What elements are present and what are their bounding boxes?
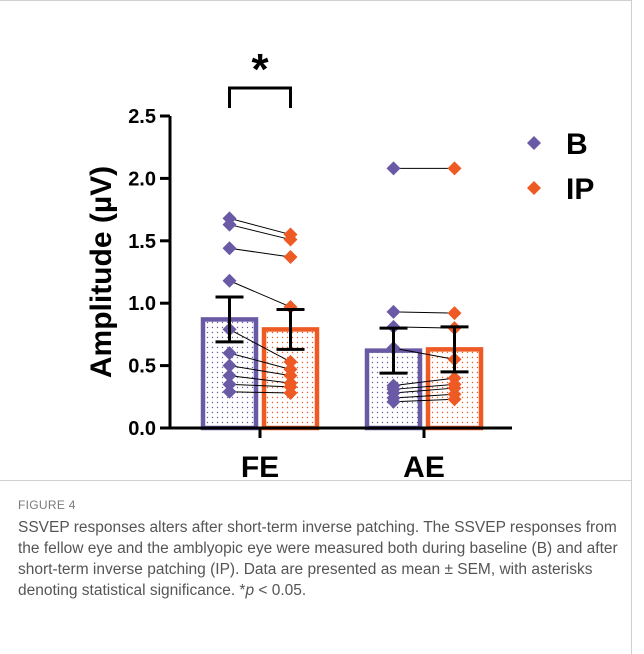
data-point bbox=[386, 161, 401, 176]
legend-label-b: B bbox=[566, 128, 588, 161]
data-point bbox=[283, 232, 298, 247]
legend-marker-ip bbox=[527, 181, 541, 195]
pair-line bbox=[229, 224, 291, 241]
error-bars bbox=[215, 295, 469, 375]
error-bar bbox=[379, 326, 408, 375]
pair-line bbox=[229, 375, 291, 384]
caption-divider bbox=[0, 480, 632, 481]
figure-label: FIGURE 4 bbox=[18, 498, 76, 512]
pair-line bbox=[229, 217, 291, 236]
y-tick-label: 0.5 bbox=[128, 356, 156, 378]
data-point bbox=[283, 368, 298, 383]
pair-line bbox=[393, 347, 455, 360]
pair-line bbox=[229, 247, 291, 258]
pair-line bbox=[393, 311, 455, 314]
data-point bbox=[222, 273, 237, 288]
legend-marker-b bbox=[527, 136, 541, 150]
data-point bbox=[447, 392, 462, 407]
data-point bbox=[222, 377, 237, 392]
pair-line bbox=[229, 328, 291, 363]
y-tick-label: 0.0 bbox=[128, 418, 156, 440]
data-point bbox=[222, 217, 237, 232]
data-point bbox=[222, 346, 237, 361]
caption-tail: < 0.05. bbox=[254, 582, 307, 599]
data-point bbox=[222, 368, 237, 383]
data-point bbox=[386, 394, 401, 409]
pair-line bbox=[229, 365, 291, 377]
pair-line bbox=[393, 387, 455, 394]
error-bar bbox=[215, 295, 244, 344]
data-point bbox=[447, 306, 462, 321]
pair-line bbox=[393, 377, 455, 387]
y-tick-label: 2.0 bbox=[128, 168, 156, 190]
data-point bbox=[386, 304, 401, 319]
x-tick-label: FE bbox=[241, 451, 279, 480]
y-axis: 0.0 0.5 1.0 1.5 2.0 2.5 bbox=[128, 106, 172, 440]
data-points bbox=[222, 161, 462, 409]
y-tick-label: 2.5 bbox=[128, 106, 156, 128]
legend: B IP bbox=[527, 128, 594, 206]
y-axis-label: Amplitude (µV) bbox=[85, 166, 118, 378]
significance-annotation: * bbox=[228, 45, 292, 108]
x-tick-label: AE bbox=[403, 451, 445, 480]
significance-asterisk: * bbox=[251, 45, 269, 94]
pair-line bbox=[229, 352, 291, 370]
error-bar bbox=[276, 307, 305, 351]
x-axis: FE AE bbox=[170, 426, 512, 480]
data-point bbox=[447, 161, 462, 176]
legend-label-ip: IP bbox=[566, 173, 594, 206]
pair-line bbox=[393, 393, 455, 399]
pair-line bbox=[393, 398, 455, 403]
bar-chart: 0.0 0.5 1.0 1.5 2.0 2.5 FE AE * B IP Amplitude … bbox=[85, 45, 594, 480]
figure-caption: SSVEP responses alters after short-term … bbox=[18, 517, 618, 601]
y-tick-label: 1.0 bbox=[128, 293, 156, 315]
pair-line bbox=[229, 280, 291, 308]
data-point bbox=[222, 358, 237, 373]
pair-line bbox=[229, 391, 291, 394]
error-bar bbox=[440, 325, 469, 374]
pair-line bbox=[229, 383, 291, 388]
data-point bbox=[283, 386, 298, 401]
caption-text: SSVEP responses alters after short-term … bbox=[18, 519, 618, 599]
y-tick-label: 1.5 bbox=[128, 231, 156, 253]
data-point bbox=[222, 241, 237, 256]
bars bbox=[200, 317, 484, 431]
data-point bbox=[283, 354, 298, 369]
data-point bbox=[283, 250, 298, 265]
significance-bracket bbox=[228, 86, 292, 108]
data-point bbox=[222, 384, 237, 399]
pair-line bbox=[393, 383, 455, 390]
caption-p-symbol: p bbox=[245, 582, 255, 599]
